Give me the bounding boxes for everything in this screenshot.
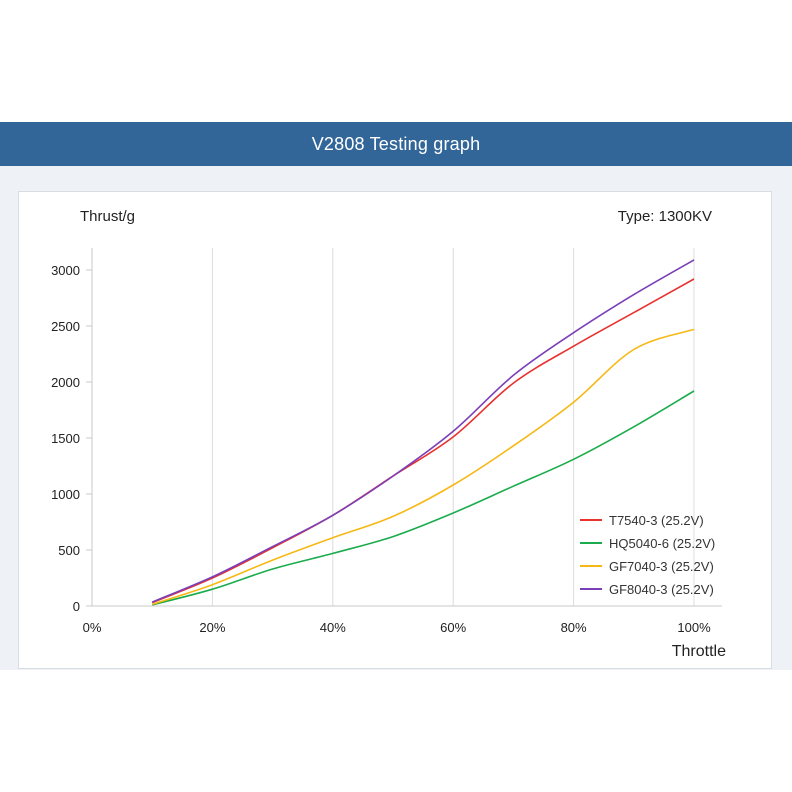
series-line-2 (151, 328, 695, 606)
y-axis-label: Thrust/g (80, 208, 136, 225)
type-annotation: Type: 1300KV (617, 208, 712, 225)
x-tick-label-1: 20% (199, 620, 225, 635)
x-axis-label: Throttle (671, 643, 726, 660)
series-line-1 (151, 390, 695, 606)
chart-card (18, 191, 772, 669)
y-tick-label-5: 2500 (51, 319, 80, 334)
y-tick-label-4: 2000 (51, 375, 80, 390)
x-tick-label-4: 80% (561, 620, 587, 635)
chart-header-bar: V2808 Testing graph (0, 122, 792, 166)
chart-title: V2808 Testing graph (311, 133, 481, 154)
x-tick-label-0: 0% (83, 620, 102, 635)
legend-label-3: GF8040-3 (25.2V) (609, 582, 714, 597)
x-tick-label-2: 40% (320, 620, 346, 635)
y-tick-label-0: 0 (73, 599, 80, 614)
x-tick-label-5: 100% (677, 620, 711, 635)
y-tick-label-2: 1000 (51, 487, 80, 502)
legend-label-2: GF7040-3 (25.2V) (609, 559, 714, 574)
x-tick-label-3: 60% (440, 620, 466, 635)
legend-label-0: T7540-3 (25.2V) (609, 513, 704, 528)
legend-label-1: HQ5040-6 (25.2V) (609, 536, 715, 551)
y-tick-label-1: 500 (58, 543, 80, 558)
y-tick-label-3: 1500 (51, 431, 80, 446)
series-line-3 (151, 259, 695, 603)
y-tick-label-6: 3000 (51, 263, 80, 278)
series-line-0 (151, 278, 695, 604)
